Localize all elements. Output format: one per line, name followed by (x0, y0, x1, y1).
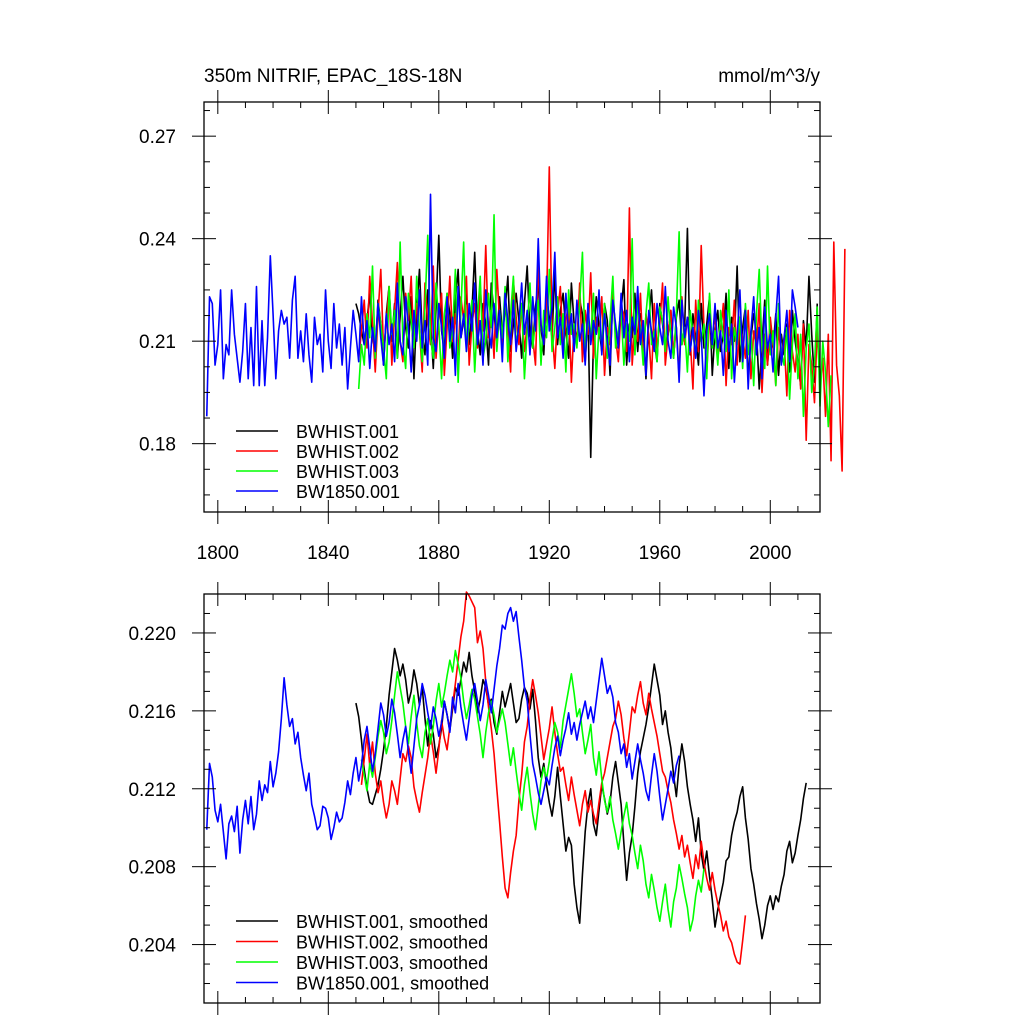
top-series-layer (205, 166, 846, 472)
y-tick-label: 0.27 (139, 127, 176, 148)
legend-label: BWHIST.001, smoothed (296, 912, 488, 932)
x-tick-label: 1880 (418, 543, 460, 564)
bottom-series-layer (205, 591, 807, 965)
y-tick-label: 0.216 (128, 702, 176, 723)
legend-label: BWHIST.002, smoothed (296, 933, 488, 953)
y-tick-label: 0.220 (128, 624, 176, 645)
legend-label: BWHIST.003 (296, 462, 399, 482)
bottom-panel: 0.204 0.208 0.212 0.216 0.220 BWHIST.001, sm… (128, 582, 832, 1015)
x-tick-label: 1840 (307, 543, 349, 564)
y-tick-label: 0.208 (128, 858, 176, 879)
series-line-4 (205, 193, 799, 417)
legend-label: BW1850.001 (296, 482, 400, 502)
plot-frame (203, 101, 821, 513)
y-tick-label: 0.24 (139, 230, 176, 251)
x-tick-label: 1960 (639, 543, 681, 564)
legend-label: BWHIST.001 (296, 422, 399, 442)
y-tick-label: 0.204 (128, 936, 176, 957)
y-tick-label: 0.212 (128, 780, 176, 801)
x-tick-label: 2000 (749, 543, 791, 564)
bottom-axes: 0.204 0.208 0.212 0.216 0.220 (128, 582, 832, 1015)
x-tick-label: 1800 (197, 543, 239, 564)
chart-title: 350m NITRIF, EPAC_18S-18N (204, 66, 462, 87)
chart-units: mmol/m^3/y (718, 66, 820, 87)
legend-label: BWHIST.003, smoothed (296, 953, 488, 973)
y-tick-label: 0.21 (139, 332, 176, 353)
top-panel: 350m NITRIF, EPAC_18S-18N mmol/m^3/y 180… (139, 66, 846, 564)
top-axes: 1800 1840 1880 1920 1960 2000 0.18 0.21 0.24 0.27 (139, 90, 832, 564)
plot-frame (203, 593, 821, 1004)
series-line-3 (357, 213, 832, 428)
series-line-4 (205, 606, 680, 860)
y-tick-label: 0.18 (139, 435, 176, 456)
series-line-3 (360, 649, 705, 932)
legend-label: BWHIST.002 (296, 442, 399, 462)
x-tick-label: 1920 (528, 543, 570, 564)
legend-label: BW1850.001, smoothed (296, 974, 489, 994)
series-line-2 (360, 591, 747, 965)
